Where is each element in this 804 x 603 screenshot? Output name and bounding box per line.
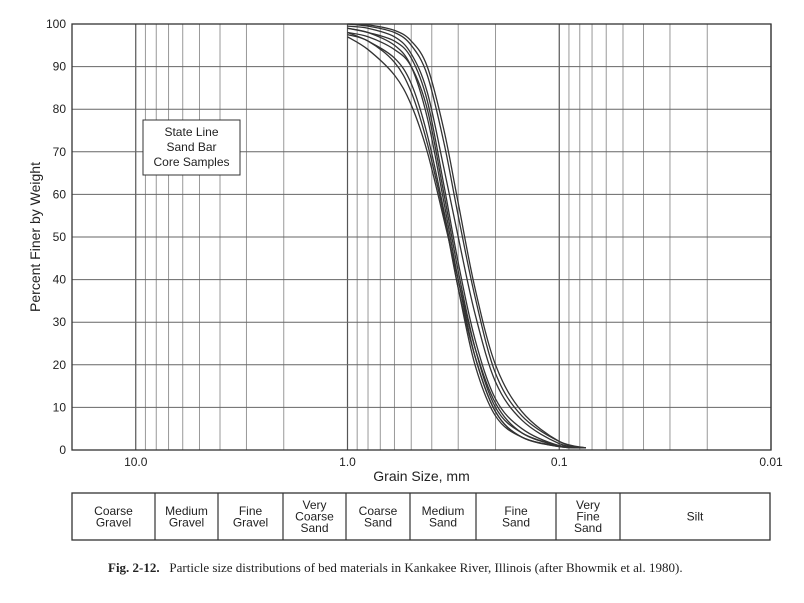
legend-box — [142, 119, 241, 176]
grain-class-label: Gravel — [96, 515, 131, 529]
legend-text: Core Samples — [153, 155, 229, 169]
sample-curve-5 — [347, 23, 586, 449]
sample-curve-7 — [347, 27, 586, 449]
y-tick-label: 0 — [59, 443, 66, 457]
y-tick-label: 80 — [53, 102, 67, 116]
grain-class-label: Coarse — [94, 504, 133, 518]
y-tick-label: 20 — [53, 358, 67, 372]
y-tick-label: 90 — [53, 60, 67, 74]
grain-class-label: Fine — [239, 504, 263, 518]
sample-curve-2 — [347, 31, 586, 449]
y-tick-label: 10 — [53, 400, 67, 414]
grain-class-label: Coarse — [295, 510, 334, 524]
caption-text: Particle size distributions of bed mater… — [169, 560, 683, 575]
y-tick-label: 70 — [53, 145, 67, 159]
grain-class-label: Coarse — [359, 504, 398, 518]
grain-class-label: Medium — [165, 504, 208, 518]
y-tick-label: 100 — [46, 17, 66, 31]
plot-frame — [71, 23, 772, 451]
sample-curve-8 — [347, 23, 586, 449]
grain-size-chart: 0 10 20 30 40 50 60 70 80 90 100 10.0 1.0 0.1 0.01 Grai… — [27, 17, 783, 541]
y-tick-label: 60 — [53, 187, 67, 201]
y-tick-label: 40 — [53, 273, 67, 287]
grain-class-table — [71, 492, 771, 541]
grain-class-label: Silt — [687, 510, 704, 524]
grain-class-label: Very — [576, 498, 600, 512]
grain-class-label: Fine — [504, 504, 528, 518]
caption-label: Fig. 2-12. — [108, 560, 160, 575]
x-tick-label: 0.1 — [551, 455, 568, 469]
grain-class-label: Sand — [364, 515, 392, 529]
y-tick-label: 50 — [53, 230, 67, 244]
legend-text: Sand Bar — [166, 140, 216, 154]
x-tick-label: 10.0 — [124, 455, 148, 469]
y-tick-label: 30 — [53, 315, 67, 329]
x-axis-label: Grain Size, mm — [373, 468, 469, 484]
grain-class-label: Fine — [576, 510, 600, 524]
sample-curve-9 — [347, 34, 586, 449]
y-axis-label: Percent Finer by Weight — [27, 162, 43, 312]
grain-class-label: Sand — [429, 515, 457, 529]
legend-text: State Line — [164, 125, 218, 139]
sample-curve-3 — [347, 27, 586, 449]
sample-curve-6 — [347, 31, 586, 449]
x-tick-label: 0.01 — [759, 455, 783, 469]
grain-class-label: Sand — [574, 521, 602, 535]
sample-curve-1 — [347, 36, 586, 449]
x-tick-label: 1.0 — [339, 455, 356, 469]
figure-caption: Fig. 2-12. Particle size distributions o… — [108, 559, 728, 576]
grain-class-label: Gravel — [169, 515, 204, 529]
grain-class-label: Medium — [422, 504, 465, 518]
sample-curve-4 — [347, 25, 586, 449]
grain-class-label: Sand — [300, 521, 328, 535]
grain-class-label: Sand — [502, 515, 530, 529]
grain-class-label: Gravel — [233, 515, 268, 529]
grain-class-label: Very — [302, 498, 326, 512]
